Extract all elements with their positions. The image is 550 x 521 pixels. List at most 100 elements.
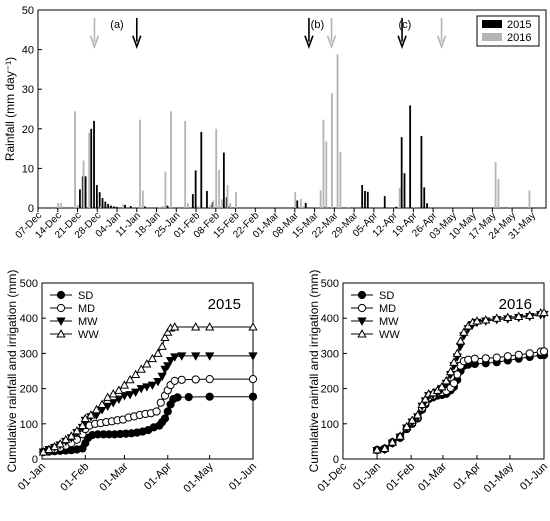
bar-2016 <box>302 206 305 208</box>
bar-2016 <box>299 198 302 208</box>
bar-2016 <box>74 111 76 208</box>
y-tick-label: 100 <box>321 419 339 431</box>
bar-2016 <box>322 119 325 208</box>
marker-SD <box>173 393 182 402</box>
bar-2015 <box>222 152 225 208</box>
marker-MW <box>165 356 176 366</box>
x-tick-label: 01-Jan <box>351 461 383 493</box>
bar-2015 <box>112 206 115 208</box>
marker-WW <box>55 439 65 448</box>
bar-2015 <box>104 201 107 208</box>
bar-2016 <box>494 162 497 208</box>
bar-2016 <box>336 54 339 208</box>
marker-WW <box>248 322 258 331</box>
bar-2016 <box>528 190 531 208</box>
marker-MD <box>191 375 200 384</box>
marker-WW <box>395 431 405 440</box>
x-tick-label: 01-Mar <box>97 460 130 493</box>
bar-2015 <box>110 205 112 208</box>
bar-2016 <box>139 119 141 208</box>
marker-SD <box>160 414 170 423</box>
x-tick-label: 01-Feb <box>384 461 417 494</box>
y-tick-label: 200 <box>20 384 38 396</box>
marker-MW <box>170 353 180 362</box>
marker-MD <box>248 374 258 384</box>
bar-2016 <box>497 179 500 208</box>
bar-2015 <box>95 185 98 208</box>
marker-MD <box>152 407 161 416</box>
marker-WW <box>525 310 535 319</box>
marker-WW <box>97 399 107 408</box>
marker-MW <box>125 391 135 400</box>
y-tick-label: 300 <box>321 348 339 360</box>
marker-MW <box>191 352 201 361</box>
marker-SD <box>56 290 66 300</box>
marker-MW <box>56 317 66 326</box>
x-tick-label: 01-Feb <box>58 461 91 494</box>
marker-WW <box>459 327 469 336</box>
x-tick-label: 01-May <box>181 460 216 495</box>
marker-WW <box>372 445 382 454</box>
marker-MW <box>153 378 163 387</box>
bar-2016 <box>187 202 189 208</box>
bar-2016 <box>212 200 215 208</box>
marker-SD <box>184 392 193 402</box>
phase-label: (b) <box>311 19 324 31</box>
legend-label-2015: 2015 <box>507 19 531 31</box>
marker-MW <box>114 395 124 404</box>
marker-WW <box>437 382 447 391</box>
marker-WW <box>170 322 180 331</box>
phase-label: (c) <box>398 19 411 31</box>
bar-2015 <box>84 176 87 208</box>
bar-2015 <box>403 173 406 208</box>
bar-2016 <box>398 188 401 208</box>
marker-WW <box>72 426 82 435</box>
arrow-head-2015 <box>304 35 314 49</box>
bar-2016 <box>122 204 124 208</box>
marker-WW <box>492 313 502 322</box>
bar-2016 <box>319 190 322 208</box>
bar-2015 <box>206 190 208 208</box>
legend-swatch-2015 <box>482 20 502 28</box>
marker-WW <box>514 311 524 320</box>
y-tick-label: 200 <box>321 384 339 396</box>
y-axis-label: Cumulative rainfall and irrigation (mm) <box>5 270 19 473</box>
plot-frame <box>37 9 547 209</box>
marker-WW <box>503 312 513 321</box>
marker-MW <box>177 352 187 361</box>
bar-2015 <box>366 191 369 208</box>
marker-WW <box>441 376 451 385</box>
marker-MW <box>136 385 146 394</box>
bar-2015 <box>143 206 146 208</box>
arrow-head-2015 <box>132 35 142 49</box>
legend-label-MD: MD <box>379 303 396 315</box>
arrow-head-2016 <box>89 35 100 49</box>
bar-2016 <box>325 141 328 208</box>
legend-label-SD: SD <box>379 290 394 302</box>
marker-WW <box>420 394 431 403</box>
legend-label-MW: MW <box>78 316 98 328</box>
marker-MD <box>492 353 501 362</box>
marker-WW <box>125 374 135 384</box>
bar-2016 <box>170 111 172 208</box>
legend-label-SD: SD <box>78 290 93 302</box>
legend-swatch-2016 <box>482 33 502 41</box>
bar-2016 <box>215 128 218 208</box>
y-tick-label: 50 <box>22 5 34 17</box>
marker-WW <box>114 385 124 394</box>
legend-label-2016: 2016 <box>507 32 531 44</box>
marker-WW <box>445 366 456 376</box>
marker-WW <box>56 329 66 338</box>
bar-2016 <box>294 192 297 208</box>
legend-label-WW: WW <box>78 329 99 341</box>
marker-MD <box>539 347 549 356</box>
bar-2016 <box>235 192 237 208</box>
marker-WW <box>472 316 482 325</box>
marker-WW <box>539 307 549 317</box>
bar-2016 <box>218 169 220 208</box>
bar-2015 <box>90 128 93 208</box>
bar-2016 <box>339 151 342 208</box>
y-axis-label: Cumulative rainfall and irrigation (mm) <box>307 270 321 473</box>
legend-label-MD: MD <box>78 303 95 315</box>
